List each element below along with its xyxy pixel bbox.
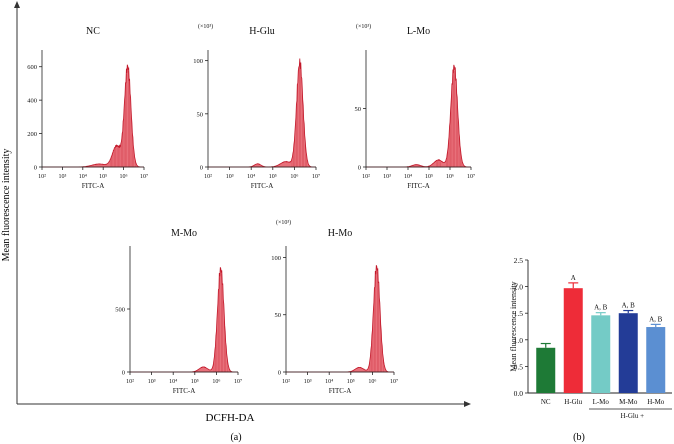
y-tick-label: 0 bbox=[358, 165, 361, 172]
bar-x-tick-label: NC bbox=[541, 398, 551, 406]
x-tick-label: 10⁵ bbox=[99, 174, 107, 180]
x-tick-label: 10⁷ bbox=[140, 174, 148, 180]
x-axis-label: FITC-A bbox=[329, 387, 352, 395]
x-tick-label: 10⁷ bbox=[390, 379, 398, 385]
bar-x-tick-label: L-Mo bbox=[593, 398, 610, 406]
x-tick-label: 10² bbox=[126, 379, 134, 385]
significance-label: A, B bbox=[649, 315, 663, 323]
y-tick-label: 100 bbox=[271, 255, 281, 262]
significance-label: A, B bbox=[594, 304, 608, 312]
outer-y-label: Mean fluorescence intensity bbox=[1, 149, 12, 262]
histogram-area bbox=[42, 64, 144, 168]
x-tick-label: 10⁴ bbox=[247, 174, 255, 180]
x-tick-label: 10⁵ bbox=[191, 379, 199, 385]
histogram-l-mo: L-Mo (×10³) 0 50 10² 10³ 10⁴ 10⁵ 10⁶ 10⁷ FITC-A bbox=[355, 23, 476, 190]
histogram-area bbox=[208, 58, 316, 168]
bar-h-glu bbox=[563, 288, 583, 393]
x-tick-label: 10³ bbox=[58, 174, 66, 180]
y-tick-label: 50 bbox=[355, 106, 362, 113]
x-axis-label: FITC-A bbox=[251, 182, 274, 190]
x-tick-label: 10⁴ bbox=[79, 174, 87, 180]
bar-y-tick-label: 0.0 bbox=[514, 389, 524, 398]
y-tick-label: 50 bbox=[197, 111, 204, 118]
x-tick-label: 10⁷ bbox=[312, 174, 320, 180]
histogram-h-glu: H-Glu (×10³) 0 50 100 10² 10³ 10⁴ 10⁵ 10⁶ 10⁷ FITC-… bbox=[193, 23, 320, 190]
histogram-h-mo: H-Mo (×10³) 0 50 100 10² 10³ 10⁴ 10⁵ 10⁶ 10⁷ FITC-A bbox=[271, 219, 398, 395]
x-tick-label: 10² bbox=[362, 174, 370, 180]
bar-y-tick-label: 1.0 bbox=[514, 336, 524, 345]
x-tick-label: 10⁴ bbox=[404, 174, 412, 180]
x-tick-label: 10³ bbox=[304, 379, 312, 385]
x-tick-label: 10⁵ bbox=[425, 174, 433, 180]
y-tick-label: 600 bbox=[27, 64, 37, 71]
x-tick-label: 10⁵ bbox=[269, 174, 277, 180]
bar-y-tick-label: 2.5 bbox=[514, 256, 524, 265]
x-tick-label: 10³ bbox=[383, 174, 391, 180]
histogram-area bbox=[366, 64, 471, 168]
outer-x-arrow bbox=[464, 401, 471, 407]
histogram-area bbox=[130, 267, 238, 373]
y-tick-label: 0 bbox=[200, 165, 203, 172]
bar-x-tick-label: M-Mo bbox=[619, 398, 638, 406]
x-tick-label: 10⁶ bbox=[446, 174, 454, 180]
y-multiplier: (×10³) bbox=[198, 23, 213, 30]
bar-m-mo bbox=[618, 313, 638, 393]
y-multiplier: (×10³) bbox=[276, 219, 291, 226]
x-tick-label: 10² bbox=[282, 379, 290, 385]
x-tick-label: 10⁴ bbox=[325, 379, 333, 385]
histogram-m-mo: M-Mo 0 500 10² 10³ 10⁴ 10⁵ 10⁶ 10⁷ FITC-A bbox=[115, 228, 242, 395]
significance-label: A bbox=[571, 274, 576, 282]
x-axis-label: FITC-A bbox=[82, 182, 105, 190]
x-tick-label: 10⁶ bbox=[290, 174, 298, 180]
x-tick-label: 10⁶ bbox=[212, 379, 220, 385]
panel-b-label: (b) bbox=[573, 432, 585, 443]
significance-label: A, B bbox=[622, 302, 636, 310]
outer-y-arrow bbox=[14, 1, 20, 8]
x-tick-label: 10⁷ bbox=[467, 174, 475, 180]
bar-y-tick-label: 1.5 bbox=[514, 309, 524, 318]
x-tick-label: 10² bbox=[38, 174, 46, 180]
bar-x-tick-label: H-Mo bbox=[647, 398, 665, 406]
x-axis-label: FITC-A bbox=[173, 387, 196, 395]
x-tick-label: 10² bbox=[204, 174, 212, 180]
y-tick-label: 400 bbox=[27, 98, 37, 105]
y-tick-label: 0 bbox=[34, 165, 37, 172]
bar-x-tick-label: H-Glu bbox=[564, 398, 582, 406]
y-tick-label: 200 bbox=[27, 131, 37, 138]
bar-y-label: Mean fluorescence intensity bbox=[509, 281, 518, 371]
outer-x-label: DCFH-DA bbox=[206, 412, 255, 424]
y-tick-label: 500 bbox=[115, 307, 125, 314]
histogram-title: NC bbox=[86, 26, 100, 37]
group-label: H-Glu + bbox=[620, 412, 644, 420]
bar-chart: Mean fluorescence intensity 0.0 0.5 1.0 1.5 2… bbox=[509, 256, 672, 420]
x-tick-label: 10⁶ bbox=[368, 379, 376, 385]
x-tick-label: 10³ bbox=[226, 174, 234, 180]
y-tick-label: 50 bbox=[275, 312, 282, 319]
y-tick-label: 0 bbox=[278, 370, 281, 377]
bar-l-mo bbox=[591, 315, 611, 393]
bar-y-tick-label: 0.5 bbox=[514, 362, 524, 371]
x-tick-label: 10⁵ bbox=[347, 379, 355, 385]
x-tick-label: 10³ bbox=[148, 379, 156, 385]
histogram-title: H-Mo bbox=[328, 228, 352, 239]
bar-h-mo bbox=[646, 327, 666, 393]
y-tick-label: 0 bbox=[122, 370, 125, 377]
x-tick-label: 10⁷ bbox=[234, 379, 242, 385]
y-multiplier: (×10³) bbox=[356, 23, 371, 30]
histogram-title: H-Glu bbox=[249, 26, 275, 37]
histogram-nc: NC 0 200 400 600 10² 10³ 10⁴ 10⁵ 10⁶ 10⁷ FITC-A bbox=[27, 26, 148, 190]
y-tick-label: 100 bbox=[193, 58, 203, 65]
panel-a-label: (a) bbox=[230, 432, 241, 443]
histogram-title: L-Mo bbox=[407, 26, 430, 37]
bar-y-tick-label: 2.0 bbox=[514, 283, 524, 292]
x-tick-label: 10⁴ bbox=[169, 379, 177, 385]
x-tick-label: 10⁶ bbox=[120, 174, 128, 180]
histogram-area bbox=[286, 265, 394, 373]
bar-nc bbox=[536, 347, 556, 393]
x-axis-label: FITC-A bbox=[407, 182, 430, 190]
histogram-title: M-Mo bbox=[171, 228, 197, 239]
